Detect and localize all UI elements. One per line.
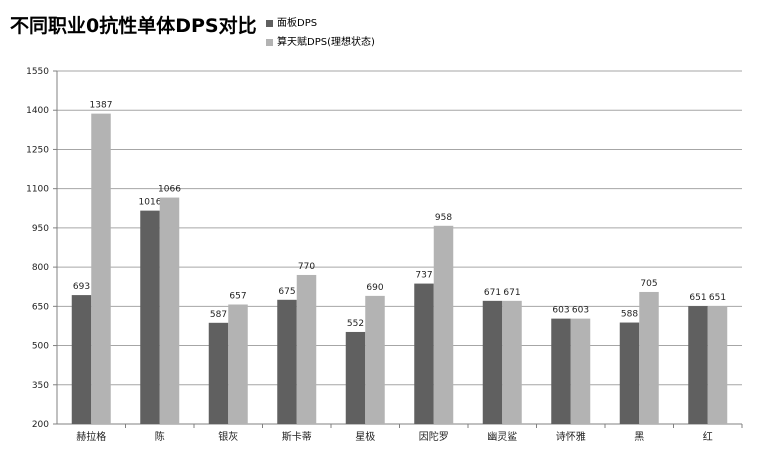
- data-label: 671: [484, 288, 501, 298]
- bar: [345, 331, 366, 424]
- data-label: 603: [552, 306, 569, 316]
- bar: [707, 306, 728, 424]
- legend-label-series-2: 算天赋DPS(理想状态): [277, 37, 375, 48]
- bar: [551, 318, 571, 424]
- bar: [228, 304, 248, 424]
- bar: [91, 113, 111, 424]
- x-tick-label: 诗怀雅: [556, 430, 586, 443]
- y-tick-label: 650: [32, 302, 49, 312]
- data-label: 1066: [158, 185, 181, 195]
- x-tick-label: 星极: [355, 430, 375, 443]
- y-tick-label: 1550: [26, 67, 49, 77]
- data-label: 770: [298, 262, 315, 272]
- bar: [296, 274, 317, 424]
- data-label: 737: [415, 271, 432, 281]
- legend-item-series-2: 算天赋DPS(理想状态): [266, 33, 375, 52]
- bar: [688, 306, 708, 424]
- y-tick-label: 1100: [26, 185, 49, 195]
- legend-item-series-1: 面板DPS: [266, 14, 375, 33]
- y-tick-label: 800: [32, 263, 49, 273]
- x-tick-label: 红: [703, 430, 713, 443]
- bar: [639, 291, 659, 424]
- x-tick-label: 赫拉格: [76, 430, 106, 443]
- legend-swatch-series-1: [266, 20, 273, 27]
- data-label: 552: [347, 319, 364, 329]
- data-label: 587: [210, 310, 227, 320]
- bar: [414, 283, 434, 424]
- data-label: 705: [640, 279, 657, 289]
- y-tick-label: 950: [32, 224, 49, 234]
- data-label: 671: [503, 288, 520, 298]
- bar: [482, 300, 503, 424]
- data-label: 693: [73, 282, 90, 292]
- bar: [277, 299, 297, 424]
- data-label: 958: [435, 213, 452, 223]
- data-label: 603: [572, 306, 589, 316]
- data-label: 651: [709, 293, 726, 303]
- bar: [365, 295, 385, 424]
- data-label: 657: [229, 292, 246, 302]
- legend: 面板DPS 算天赋DPS(理想状态): [266, 14, 375, 52]
- bar: [502, 300, 522, 424]
- bar: [71, 295, 92, 424]
- x-tick-label: 黑: [634, 431, 644, 443]
- data-label: 651: [689, 293, 706, 303]
- x-tick-label: 斯卡蒂: [282, 430, 312, 443]
- bar: [159, 197, 180, 424]
- data-label: 675: [278, 287, 295, 297]
- y-tick-label: 350: [32, 381, 49, 391]
- y-tick-label: 500: [32, 342, 49, 352]
- x-tick-label: 陈: [155, 430, 165, 443]
- bar: [208, 322, 229, 424]
- data-label: 1016: [139, 198, 162, 208]
- data-label: 690: [366, 283, 383, 293]
- data-label: 1387: [90, 101, 113, 111]
- bar: [570, 318, 591, 424]
- y-tick-label: 200: [32, 420, 49, 430]
- legend-swatch-series-2: [266, 39, 273, 46]
- chart-title: 不同职业0抗性单体DPS对比: [10, 15, 257, 37]
- legend-label-series-1: 面板DPS: [277, 18, 318, 29]
- bar: [619, 322, 640, 424]
- x-tick-label: 银灰: [218, 430, 238, 443]
- y-tick-label: 1250: [26, 145, 49, 155]
- bar: [140, 210, 160, 424]
- y-tick-label: 1400: [26, 106, 49, 116]
- x-tick-label: 因陀罗: [419, 430, 449, 443]
- x-tick-label: 幽灵鲨: [487, 431, 517, 443]
- bar: [433, 225, 454, 424]
- data-label: 588: [621, 310, 638, 320]
